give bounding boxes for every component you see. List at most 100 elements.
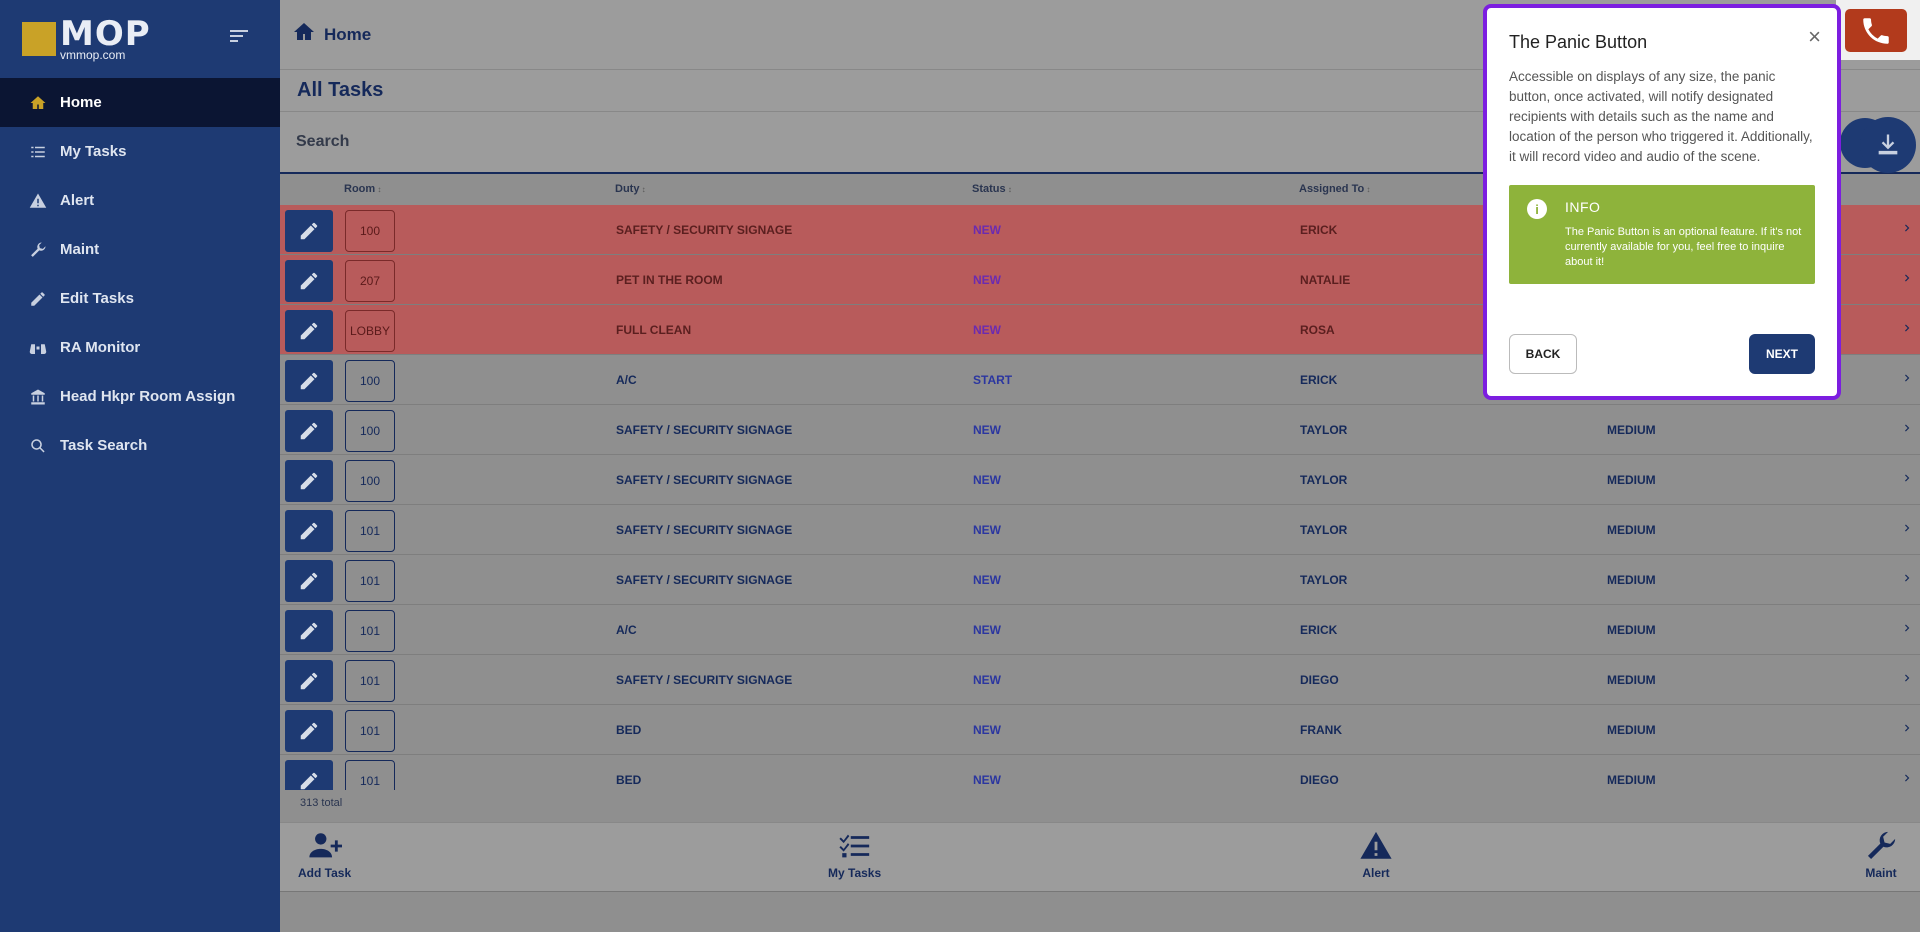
warning-icon: [28, 191, 48, 211]
status-cell: NEW: [973, 223, 1001, 237]
sidebar-item-edit-tasks[interactable]: Edit Tasks: [0, 274, 280, 323]
my-tasks-button[interactable]: My Tasks: [828, 829, 881, 880]
priority-cell: MEDIUM: [1607, 573, 1656, 587]
column-header-duty[interactable]: Duty: [615, 183, 646, 195]
chevron-right-icon[interactable]: [1900, 269, 1914, 287]
chevron-right-icon[interactable]: [1900, 419, 1914, 437]
chevron-right-icon[interactable]: [1900, 369, 1914, 387]
sidebar-item-alert[interactable]: Alert: [0, 176, 280, 225]
chevron-right-icon[interactable]: [1900, 519, 1914, 537]
edit-button[interactable]: [285, 710, 333, 752]
sidebar-item-label: Alert: [60, 192, 95, 209]
modal-title: The Panic Button: [1509, 32, 1648, 52]
edit-button[interactable]: [285, 310, 333, 352]
edit-button[interactable]: [285, 660, 333, 702]
table-row[interactable]: 101 BED NEW FRANK MEDIUM: [280, 705, 1920, 755]
duty-cell: SAFETY / SECURITY SIGNAGE: [616, 523, 793, 537]
pencil-icon: [300, 772, 318, 790]
room-cell[interactable]: 101: [345, 610, 395, 652]
assigned-cell: TAYLOR: [1300, 573, 1348, 587]
column-header-assigned[interactable]: Assigned To: [1299, 183, 1370, 195]
back-button[interactable]: BACK: [1509, 334, 1577, 374]
edit-button[interactable]: [285, 610, 333, 652]
menu-toggle-icon[interactable]: [230, 30, 248, 45]
edit-button[interactable]: [285, 510, 333, 552]
status-cell: NEW: [973, 723, 1001, 737]
chevron-right-icon[interactable]: [1900, 469, 1914, 487]
maint-button[interactable]: Maint: [1864, 829, 1898, 880]
pencil-icon: [300, 322, 318, 340]
column-header-status[interactable]: Status: [972, 183, 1012, 195]
duty-cell: SAFETY / SECURITY SIGNAGE: [616, 573, 793, 587]
edit-button[interactable]: [285, 760, 333, 790]
logo-mark: [22, 22, 56, 56]
sidebar-item-my-tasks[interactable]: My Tasks: [0, 127, 280, 176]
room-cell[interactable]: 207: [345, 260, 395, 302]
room-cell[interactable]: 101: [345, 760, 395, 790]
phone-icon: [1863, 17, 1889, 44]
task-list-icon: [838, 834, 869, 858]
room-cell[interactable]: 101: [345, 710, 395, 752]
edit-button[interactable]: [285, 410, 333, 452]
table-row[interactable]: 101 SAFETY / SECURITY SIGNAGE NEW TAYLOR MED…: [280, 555, 1920, 605]
duty-cell: SAFETY / SECURITY SIGNAGE: [616, 473, 793, 487]
assigned-cell: FRANK: [1300, 723, 1342, 737]
logo[interactable]: MOP vmmop.com: [0, 0, 280, 78]
alert-button[interactable]: Alert: [1359, 829, 1393, 880]
panic-button-area: [1836, 0, 1920, 60]
edit-button[interactable]: [285, 260, 333, 302]
modal-body: Accessible on displays of any size, the …: [1509, 69, 1813, 164]
assigned-cell: DIEGO: [1300, 673, 1339, 687]
edit-button[interactable]: [285, 360, 333, 402]
chevron-right-icon[interactable]: [1900, 769, 1914, 787]
pencil-icon: [300, 472, 318, 490]
home-icon: [292, 20, 316, 49]
binoculars-icon: [28, 338, 48, 358]
status-cell: NEW: [973, 573, 1001, 587]
sidebar-item-task-search[interactable]: Task Search: [0, 421, 280, 470]
table-row[interactable]: 101 A/C NEW ERICK MEDIUM: [280, 605, 1920, 655]
room-cell[interactable]: 101: [345, 560, 395, 602]
room-cell[interactable]: 100: [345, 210, 395, 252]
pencil-icon: [300, 422, 318, 440]
pencil-icon: [300, 272, 318, 290]
room-cell[interactable]: 100: [345, 460, 395, 502]
download-icon: [1878, 134, 1898, 155]
table-row[interactable]: 100 SAFETY / SECURITY SIGNAGE NEW TAYLOR MED…: [280, 455, 1920, 505]
sidebar-item-head-hkpr-room-assign[interactable]: Head Hkpr Room Assign: [0, 372, 280, 421]
chevron-right-icon[interactable]: [1900, 619, 1914, 637]
table-row[interactable]: 101 SAFETY / SECURITY SIGNAGE NEW DIEGO MEDI…: [280, 655, 1920, 705]
add-task-button[interactable]: Add Task: [298, 829, 351, 880]
table-row[interactable]: 100 SAFETY / SECURITY SIGNAGE NEW TAYLOR MED…: [280, 405, 1920, 455]
download-button[interactable]: [1860, 117, 1916, 173]
chevron-right-icon[interactable]: [1900, 319, 1914, 337]
sidebar-item-ra-monitor[interactable]: RA Monitor: [0, 323, 280, 372]
table-row[interactable]: 101 SAFETY / SECURITY SIGNAGE NEW TAYLOR MED…: [280, 505, 1920, 555]
priority-cell: MEDIUM: [1607, 523, 1656, 537]
room-cell[interactable]: LOBBY: [345, 310, 395, 352]
edit-button[interactable]: [285, 460, 333, 502]
chevron-right-icon[interactable]: [1900, 669, 1914, 687]
column-header-room[interactable]: Room: [344, 183, 381, 195]
next-button[interactable]: NEXT: [1749, 334, 1815, 374]
assigned-cell: NATALIE: [1300, 273, 1351, 287]
close-icon[interactable]: ×: [1808, 24, 1821, 49]
sidebar-item-home[interactable]: Home: [0, 78, 280, 127]
room-cell[interactable]: 100: [345, 410, 395, 452]
chevron-right-icon[interactable]: [1900, 719, 1914, 737]
chevron-right-icon[interactable]: [1900, 569, 1914, 587]
room-cell[interactable]: 100: [345, 360, 395, 402]
edit-button[interactable]: [285, 560, 333, 602]
info-text: The Panic Button is an optional feature.…: [1565, 226, 1802, 268]
chevron-right-icon[interactable]: [1900, 219, 1914, 237]
table-row[interactable]: 100 A/C START ERICK: [280, 355, 1920, 405]
edit-button[interactable]: [285, 210, 333, 252]
table-row[interactable]: 101 BED NEW DIEGO MEDIUM: [280, 755, 1920, 790]
status-cell: NEW: [973, 473, 1001, 487]
room-cell[interactable]: 101: [345, 660, 395, 702]
room-cell[interactable]: 101: [345, 510, 395, 552]
priority-cell: MEDIUM: [1607, 723, 1656, 737]
sidebar-item-maint[interactable]: Maint: [0, 225, 280, 274]
panic-button[interactable]: [1845, 9, 1907, 52]
building-icon: [28, 387, 48, 407]
